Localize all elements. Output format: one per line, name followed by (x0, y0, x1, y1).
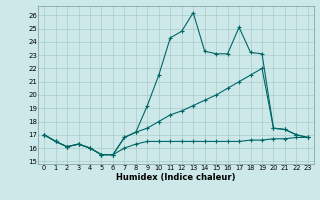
X-axis label: Humidex (Indice chaleur): Humidex (Indice chaleur) (116, 173, 236, 182)
